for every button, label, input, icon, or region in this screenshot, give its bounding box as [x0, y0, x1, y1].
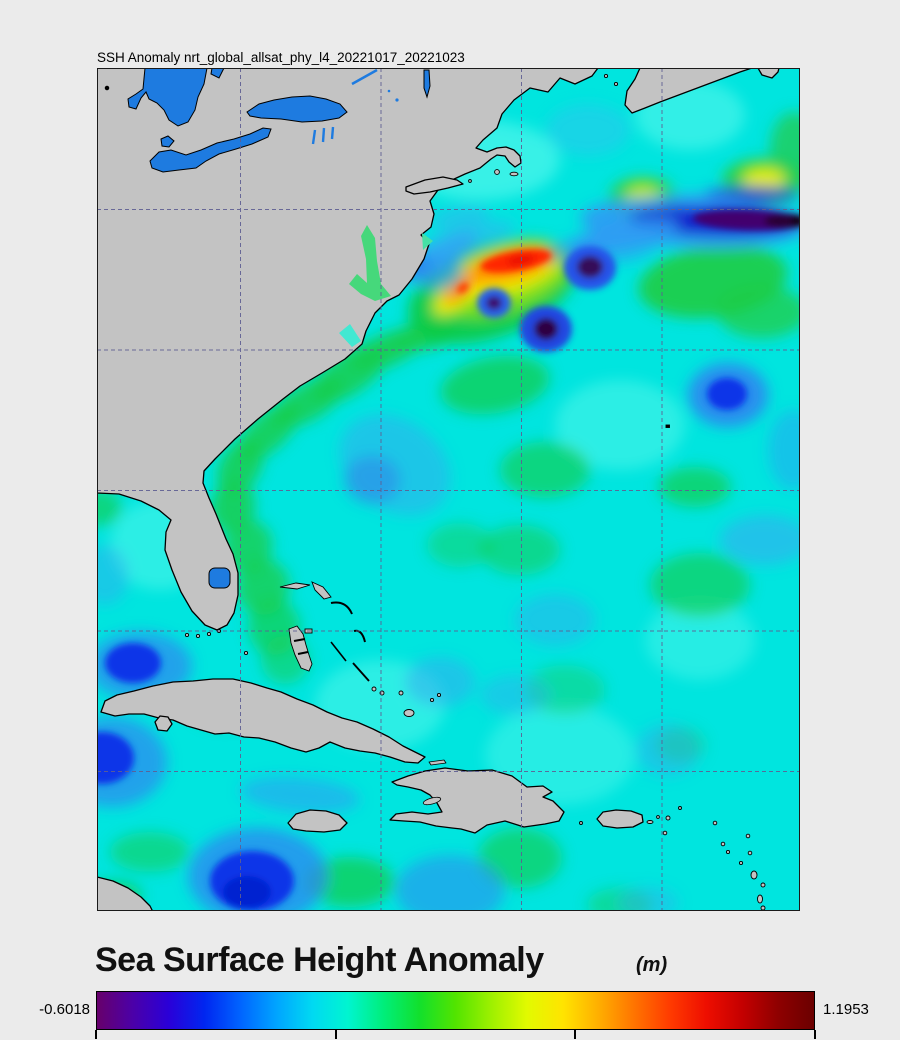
land-isla-juventud: [154, 715, 173, 732]
land-cuba: [100, 678, 426, 764]
island-vieques: [646, 820, 654, 824]
lake-georgian-bay: [210, 68, 225, 79]
map-border: [97, 68, 800, 911]
island-eleuthera: [330, 601, 353, 615]
land-puerto-rico: [596, 809, 644, 829]
st-lawrence-river: [351, 68, 378, 86]
land-north-america: [97, 68, 599, 631]
land-jamaica: [287, 809, 348, 833]
island-bermuda: [665, 424, 670, 428]
map-area: [97, 68, 800, 911]
pamlico-sound: [339, 324, 361, 347]
graticule: [97, 68, 800, 911]
colorbar: [96, 991, 815, 1030]
island-cay-sal: [243, 650, 249, 656]
land-gonave: [422, 796, 442, 806]
land-tortuga: [428, 759, 447, 766]
delaware-bay: [422, 233, 433, 250]
island-abaco: [311, 581, 332, 600]
finger-lakes: [311, 126, 335, 145]
island-mona: [579, 821, 583, 825]
colorbar-max-label: 1.1953: [823, 1001, 869, 1018]
island-cat: [353, 629, 366, 643]
land-nova-scotia: [624, 68, 753, 114]
island-grand-bahama: [279, 582, 311, 590]
colorbar-min-label: -0.6018: [39, 1001, 90, 1018]
lakes: [127, 68, 431, 589]
lake-ontario: [246, 95, 348, 123]
land-long-island: [405, 176, 464, 195]
map-title: SSH Anomaly nrt_global_allsat_phy_l4_202…: [97, 50, 465, 65]
lake-okeechobee: [208, 567, 231, 589]
lake-st-clair: [160, 135, 175, 148]
colorbar-gradient: [97, 992, 814, 1029]
colorbar-ticks: [95, 1030, 816, 1040]
eddy-cores: [97, 209, 800, 911]
island-exuma: [330, 641, 347, 662]
ssh-anomaly-map: [97, 68, 800, 911]
islands-bahamas-antilles: [104, 73, 766, 911]
land-honduras: [97, 876, 154, 911]
land: [97, 68, 780, 911]
island-inagua: [403, 709, 415, 717]
land-hispaniola: [389, 767, 565, 834]
lake-champlain: [423, 69, 431, 99]
lake-huron: [127, 68, 208, 127]
island-mayaguana: [398, 690, 404, 696]
land-cape-breton: [757, 68, 780, 79]
colorbar-units: (m): [636, 954, 668, 976]
colorbar-title: Sea Surface Height Anomaly: [95, 941, 544, 979]
island-long-island-bahamas: [352, 662, 370, 682]
